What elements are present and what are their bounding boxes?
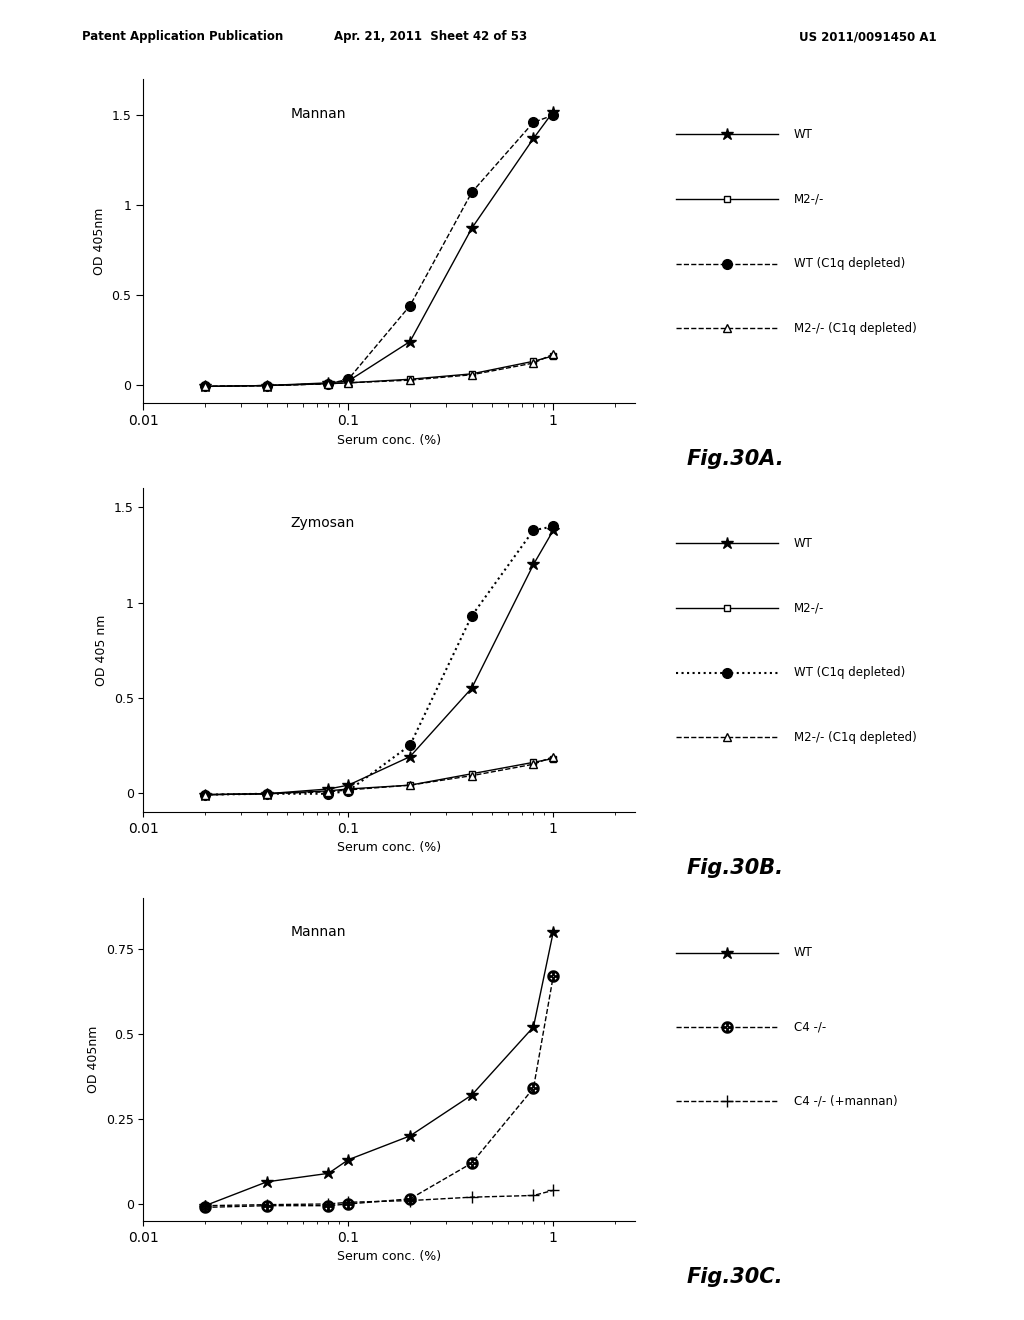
Text: Fig.30C.: Fig.30C. [686, 1267, 782, 1287]
Text: Fig.30B.: Fig.30B. [686, 858, 783, 878]
X-axis label: Serum conc. (%): Serum conc. (%) [337, 434, 441, 447]
Text: WT: WT [794, 537, 812, 550]
Y-axis label: OD 405nm: OD 405nm [87, 1026, 100, 1093]
Text: Zymosan: Zymosan [291, 516, 355, 531]
Text: US 2011/0091450 A1: US 2011/0091450 A1 [799, 30, 936, 44]
Text: M2-/-: M2-/- [794, 602, 824, 615]
Text: Mannan: Mannan [291, 107, 346, 121]
X-axis label: Serum conc. (%): Serum conc. (%) [337, 841, 441, 854]
X-axis label: Serum conc. (%): Serum conc. (%) [337, 1250, 441, 1263]
Text: WT (C1q depleted): WT (C1q depleted) [794, 257, 905, 271]
Text: C4 -/-: C4 -/- [794, 1020, 825, 1034]
Text: Apr. 21, 2011  Sheet 42 of 53: Apr. 21, 2011 Sheet 42 of 53 [334, 30, 526, 44]
Y-axis label: OD 405 nm: OD 405 nm [95, 614, 109, 686]
Text: Patent Application Publication: Patent Application Publication [82, 30, 284, 44]
Text: M2-/- (C1q depleted): M2-/- (C1q depleted) [794, 731, 916, 744]
Text: Fig.30A.: Fig.30A. [686, 449, 783, 469]
Y-axis label: OD 405nm: OD 405nm [93, 207, 106, 275]
Text: WT (C1q depleted): WT (C1q depleted) [794, 667, 905, 680]
Text: M2-/- (C1q depleted): M2-/- (C1q depleted) [794, 322, 916, 335]
Text: C4 -/- (+mannan): C4 -/- (+mannan) [794, 1094, 897, 1107]
Text: WT: WT [794, 128, 812, 141]
Text: M2-/-: M2-/- [794, 193, 824, 206]
Text: WT: WT [794, 946, 812, 960]
Text: Mannan: Mannan [291, 925, 346, 940]
